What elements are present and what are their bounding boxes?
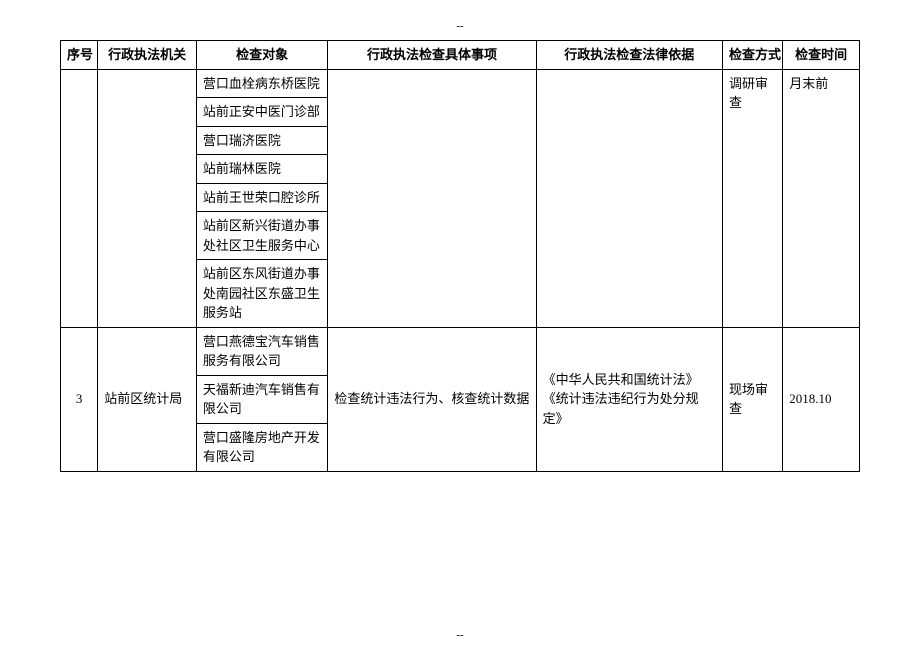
cell-target: 站前王世荣口腔诊所 bbox=[196, 183, 328, 212]
header-target: 检查对象 bbox=[196, 41, 328, 70]
table-row: 营口血栓病东桥医院 调研审查 月末前 bbox=[61, 69, 860, 98]
cell-time: 月末前 bbox=[783, 69, 860, 327]
cell-basis-empty bbox=[536, 69, 722, 327]
cell-seq-empty bbox=[61, 69, 98, 327]
cell-agency: 站前区统计局 bbox=[98, 327, 197, 471]
cell-seq: 3 bbox=[61, 327, 98, 471]
table-row: 3 站前区统计局 营口燕德宝汽车销售服务有限公司 检查统计违法行为、核查统计数据… bbox=[61, 327, 860, 375]
top-dash: -- bbox=[60, 20, 860, 32]
table-header-row: 序号 行政执法机关 检查对象 行政执法检查具体事项 行政执法检查法律依据 检查方… bbox=[61, 41, 860, 70]
header-method: 检查方式 bbox=[722, 41, 782, 70]
cell-basis: 《中华人民共和国统计法》《统计违法违纪行为处分规定》 bbox=[536, 327, 722, 471]
cell-item: 检查统计违法行为、核查统计数据 bbox=[328, 327, 536, 471]
cell-method: 现场审查 bbox=[722, 327, 782, 471]
header-time: 检查时间 bbox=[783, 41, 860, 70]
cell-item-empty bbox=[328, 69, 536, 327]
cell-target: 站前区新兴街道办事处社区卫生服务中心 bbox=[196, 212, 328, 260]
inspection-table: 序号 行政执法机关 检查对象 行政执法检查具体事项 行政执法检查法律依据 检查方… bbox=[60, 40, 860, 472]
bottom-dash: -- bbox=[0, 629, 920, 641]
cell-agency-empty bbox=[98, 69, 197, 327]
cell-target: 站前瑞林医院 bbox=[196, 155, 328, 184]
cell-time: 2018.10 bbox=[783, 327, 860, 471]
cell-target: 天福新迪汽车销售有限公司 bbox=[196, 375, 328, 423]
cell-target: 营口燕德宝汽车销售服务有限公司 bbox=[196, 327, 328, 375]
header-seq: 序号 bbox=[61, 41, 98, 70]
cell-target: 营口瑞济医院 bbox=[196, 126, 328, 155]
header-item: 行政执法检查具体事项 bbox=[328, 41, 536, 70]
page-container: -- 序号 行政执法机关 检查对象 行政执法检查具体事项 行政执法检查法律依据 … bbox=[0, 0, 920, 651]
header-basis: 行政执法检查法律依据 bbox=[536, 41, 722, 70]
cell-target: 营口血栓病东桥医院 bbox=[196, 69, 328, 98]
cell-target: 站前正安中医门诊部 bbox=[196, 98, 328, 127]
cell-method: 调研审查 bbox=[722, 69, 782, 327]
cell-target: 营口盛隆房地产开发有限公司 bbox=[196, 423, 328, 471]
header-agency: 行政执法机关 bbox=[98, 41, 197, 70]
cell-target: 站前区东风街道办事处南园社区东盛卫生服务站 bbox=[196, 260, 328, 328]
